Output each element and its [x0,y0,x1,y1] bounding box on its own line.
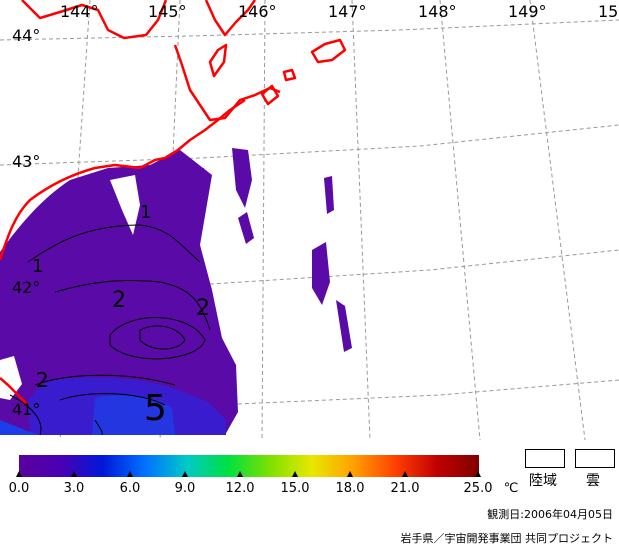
colorbar-tick: 12.0 [225,481,255,496]
colorbar-tick-mark [292,471,298,477]
contour-label: 2 [36,368,49,392]
lat-label-43: 43° [12,152,41,171]
colorbar-tick: 21.0 [390,481,420,496]
lat-label-41: 41° [12,400,41,419]
land-legend-swatch [525,449,565,468]
coastline [0,0,347,406]
colorbar-tick-mark [402,471,408,477]
cloud-legend-swatch [575,449,615,468]
lon-label-144: 144° [60,2,99,21]
contour-label: 1 [32,256,44,277]
temperature-colorbar [16,455,481,477]
colorbar-tick: 0.0 [8,481,30,496]
sea-surface-temperature-map [0,0,619,440]
land-legend-label: 陸域 [529,473,557,489]
colorbar-tick-mark [237,471,243,477]
colorbar-tick-mark [475,471,481,477]
lon-label-146: 146° [238,2,277,21]
lon-label-145: 145° [148,2,187,21]
colorbar-tick: 9.0 [174,481,196,496]
colorbar-tick: 15.0 [280,481,310,496]
lon-label-150: 15 [598,2,619,21]
colorbar-tick: 18.0 [335,481,365,496]
contour-label: 1 [140,202,152,223]
colorbar-unit: ℃ [503,481,519,496]
cloud-legend-label: 雲 [586,473,600,489]
contour-label: 2 [196,296,210,321]
colorbar-tick-mark [71,471,77,477]
lat-label-44: 44° [12,26,41,45]
colorbar-tick-mark [347,471,353,477]
colorbar-tick-mark [127,471,133,477]
lon-label-149: 149° [508,2,547,21]
isotherm-contours [9,224,211,436]
colorbar-tick-mark [182,471,188,477]
credit-text: 岩手県／宇宙開発事業団 共同プロジェクト [400,532,614,545]
lat-label-42: 42° [12,278,41,297]
colorbar-tick-mark [16,471,22,477]
colorbar-tick: 25.0 [463,481,493,496]
contour-label: 2 [112,288,126,313]
contour-label: 5 [144,388,167,429]
lon-label-148: 148° [418,2,457,21]
colorbar-tick: 3.0 [63,481,85,496]
sst-field [0,148,352,435]
colorbar-tick: 6.0 [119,481,141,496]
observation-date: 観測日:2006年04月05日 [487,508,613,521]
lon-label-147: 147° [328,2,367,21]
